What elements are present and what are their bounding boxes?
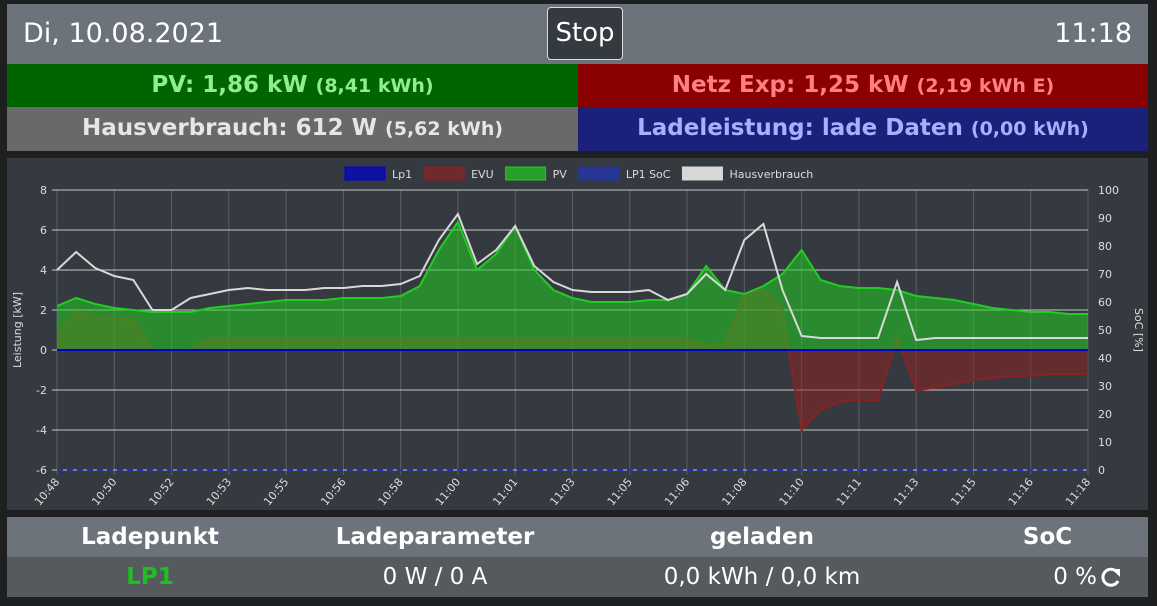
y2-tick-label: 80 bbox=[1098, 240, 1112, 253]
y2-tick-label: 10 bbox=[1098, 436, 1112, 449]
col-header: geladen bbox=[710, 524, 814, 550]
y2-tick-label: 40 bbox=[1098, 352, 1112, 365]
x-tick-label: 10:52 bbox=[147, 476, 177, 509]
series-line bbox=[56, 219, 1088, 315]
y-tick-label: 4 bbox=[40, 264, 47, 277]
x-tick-label: 10:55 bbox=[261, 476, 291, 509]
pv-detail: (8,41 kWh) bbox=[315, 75, 434, 97]
legend-label: EVU bbox=[471, 168, 494, 181]
x-tick-label: 11:05 bbox=[605, 476, 635, 509]
date: Di, 10.08.2021 bbox=[23, 18, 224, 49]
cell: 0 W / 0 A bbox=[382, 564, 488, 590]
legend-label: PV bbox=[553, 168, 568, 181]
cell: 0,0 kWh / 0,0 km bbox=[663, 564, 861, 590]
cell: 0 % bbox=[1053, 564, 1097, 590]
x-tick-label: 11:18 bbox=[1063, 476, 1093, 509]
grid-status: Netz Exp: 1,25 kW (2,19 kWh E) bbox=[578, 64, 1148, 107]
x-tick-label: 10:50 bbox=[89, 476, 119, 509]
series-area bbox=[57, 290, 1088, 430]
legend-swatch bbox=[505, 166, 547, 181]
y-tick-label: -4 bbox=[36, 424, 47, 437]
x-tick-label: 11:01 bbox=[490, 476, 520, 509]
col-header: Ladeparameter bbox=[335, 524, 535, 550]
col-header: SoC bbox=[1022, 524, 1073, 550]
y-tick-label: -6 bbox=[36, 464, 47, 477]
x-tick-label: 11:11 bbox=[834, 476, 864, 509]
x-tick-label: 11:16 bbox=[1006, 476, 1036, 509]
y-tick-label: 8 bbox=[40, 184, 47, 197]
y2-tick-label: 70 bbox=[1098, 268, 1112, 281]
legend-swatch bbox=[681, 166, 723, 181]
x-tick-label: 11:08 bbox=[719, 476, 749, 509]
y2-tick-label: 20 bbox=[1098, 408, 1112, 421]
stop-button[interactable]: Stop bbox=[547, 7, 623, 60]
x-tick-label: 11:06 bbox=[662, 476, 692, 509]
x-tick-label: 11:03 bbox=[547, 476, 577, 509]
y2-tick-label: 90 bbox=[1098, 212, 1112, 225]
x-tick-label: 10:48 bbox=[32, 476, 62, 509]
house-status: Hausverbrauch: 612 W (5,62 kWh) bbox=[7, 107, 578, 151]
y2-tick-label: 0 bbox=[1098, 464, 1105, 477]
refresh-icon[interactable] bbox=[1097, 557, 1127, 597]
charge-status: Ladeleistung: lade Daten (0,00 kWh) bbox=[578, 107, 1148, 151]
legend-swatch bbox=[344, 166, 386, 181]
x-tick-label: 11:13 bbox=[891, 476, 921, 509]
cell[interactable]: LP1 bbox=[126, 564, 174, 590]
y-tick-label: 2 bbox=[40, 304, 47, 317]
grid-label: Netz Exp: 1,25 kW bbox=[671, 72, 909, 98]
y2-tick-label: 50 bbox=[1098, 324, 1112, 337]
col-header: Ladepunkt bbox=[81, 524, 219, 550]
y2-axis-title: SoC [%] bbox=[1132, 308, 1145, 352]
series-line bbox=[56, 211, 1088, 342]
y-tick-label: 6 bbox=[40, 224, 47, 237]
house-label: Hausverbrauch: 612 W bbox=[81, 115, 378, 141]
grid-detail: (2,19 kWh E) bbox=[916, 75, 1055, 97]
x-tick-label: 10:53 bbox=[204, 476, 234, 509]
x-tick-label: 11:15 bbox=[948, 476, 978, 509]
table-row: LP1 0 W / 0 A 0,0 kWh / 0,0 km 0 % bbox=[7, 557, 1148, 597]
legend-label: Hausverbrauch bbox=[729, 168, 813, 181]
time: 11:18 bbox=[1054, 18, 1132, 49]
y-tick-label: 0 bbox=[40, 344, 47, 357]
table-header: Ladepunkt Ladeparameter geladen SoC bbox=[7, 517, 1148, 557]
charge-label: Ladeleistung: lade Daten bbox=[637, 115, 963, 141]
y2-tick-label: 30 bbox=[1098, 380, 1112, 393]
y-tick-label: -2 bbox=[36, 384, 47, 397]
pv-label: PV: 1,86 kW bbox=[151, 72, 308, 98]
house-detail: (5,62 kWh) bbox=[385, 118, 504, 140]
pv-status: PV: 1,86 kW (8,41 kWh) bbox=[7, 64, 578, 107]
y2-tick-label: 100 bbox=[1098, 184, 1119, 197]
x-tick-label: 10:56 bbox=[318, 476, 348, 509]
chart: 10:48 10:50 10:52 10:53 10:55 10:56 10:58 11:00… bbox=[7, 158, 1148, 510]
legend-label: LP1 SoC bbox=[626, 168, 671, 181]
legend-swatch bbox=[578, 166, 620, 181]
x-tick-label: 10:58 bbox=[376, 476, 406, 509]
legend-label: Lp1 bbox=[392, 168, 412, 181]
series-area bbox=[57, 222, 1088, 350]
x-tick-label: 11:10 bbox=[777, 476, 807, 509]
legend-swatch bbox=[423, 166, 465, 181]
x-tick-label: 11:00 bbox=[433, 476, 463, 509]
y2-tick-label: 60 bbox=[1098, 296, 1112, 309]
y-axis-title: Leistung [kW] bbox=[11, 292, 24, 368]
charge-detail: (0,00 kWh) bbox=[970, 118, 1089, 140]
header: Di, 10.08.2021 Stop 11:18 bbox=[7, 4, 1148, 64]
